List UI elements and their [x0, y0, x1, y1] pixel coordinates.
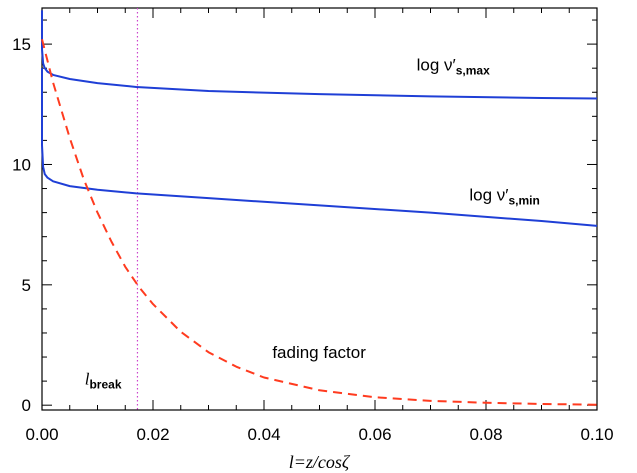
x-tick-label: 0.06 [358, 425, 391, 444]
annotation-subscript: s,max [456, 64, 490, 78]
x-axis-label: l=z/cosζ [289, 452, 351, 472]
series-fading [41, 39, 598, 406]
annotation-main: l [85, 370, 90, 389]
annotation-nu_max_label: log ν′s,max [417, 56, 490, 78]
x-tick-label: 0.08 [469, 425, 502, 444]
y-tick-label: 5 [22, 276, 31, 295]
series-nu_max [41, 10, 598, 100]
x-tick-label: 0.02 [136, 425, 169, 444]
x-tick-label: 0.00 [25, 425, 58, 444]
axis-tick-labels: 0.00 0.02 0.04 0.06 0.08 0.10 0 5 10 15 [12, 35, 613, 444]
series-nu_min [41, 68, 598, 227]
y-tick-label: 0 [22, 396, 31, 415]
y-tick-label: 15 [12, 35, 31, 54]
annotation-subscript: break [89, 378, 121, 392]
axis-ticks [41, 8, 598, 410]
annotation-nu_min_label: log ν′s,min [469, 186, 539, 208]
x-tick-label: 0.04 [247, 425, 280, 444]
annotation-lbreak_label: lbreak [85, 370, 122, 392]
annotation-fading_label: fading factor [272, 343, 366, 362]
annotation-main: log ν′ [469, 186, 508, 205]
x-tick-label: 0.10 [580, 425, 613, 444]
annotation-main: log ν′ [417, 56, 456, 75]
y-tick-label: 10 [12, 155, 31, 174]
series-lines [41, 10, 598, 406]
annotation-subscript: s,min [508, 194, 539, 208]
